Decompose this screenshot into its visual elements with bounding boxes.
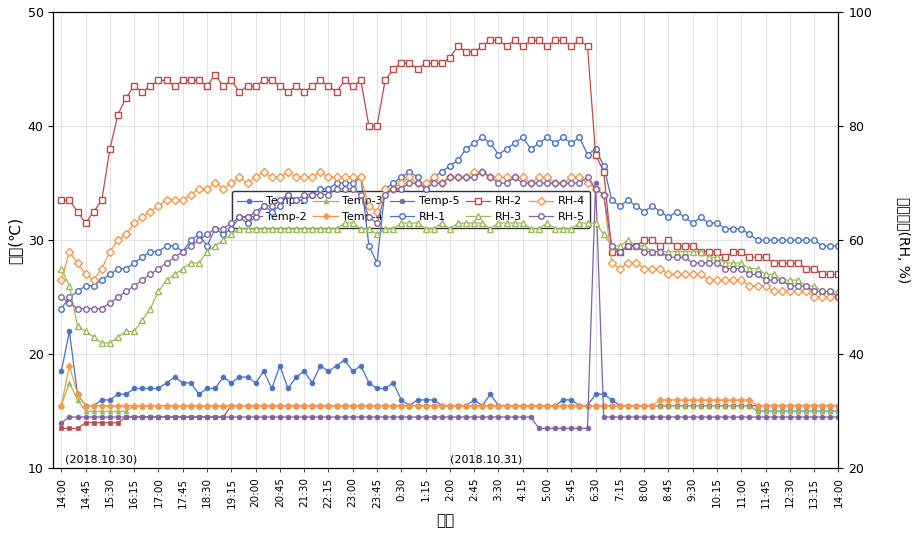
Text: (2018.10.31): (2018.10.31) bbox=[450, 455, 522, 465]
Text: (2018.10.30): (2018.10.30) bbox=[65, 455, 138, 465]
Y-axis label: 상대습도(RH, %): 상대습도(RH, %) bbox=[897, 197, 911, 283]
Y-axis label: 온도(℃): 온도(℃) bbox=[7, 217, 22, 264]
Legend: Temp-1, Temp-2, Temp-3, Temp-4, Temp-5, RH-1, RH-2, RH-3, RH-4, RH-5: Temp-1, Temp-2, Temp-3, Temp-4, Temp-5, … bbox=[231, 191, 590, 227]
X-axis label: 시간: 시간 bbox=[437, 513, 455, 528]
